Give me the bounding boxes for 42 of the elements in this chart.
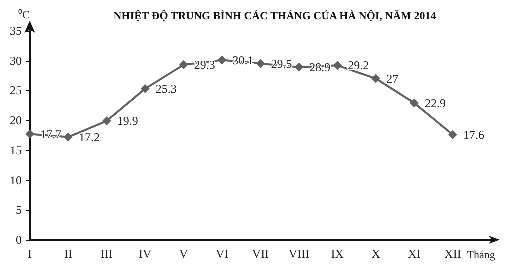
chart-title: NHIỆT ĐỘ TRUNG BÌNH CÁC THÁNG CỦA HÀ NỘI, NĂM 2014 [114,10,437,22]
point [64,132,73,142]
data-label: 17.2 [78,130,100,144]
x-tick-label: IV [139,247,152,261]
point [294,62,304,72]
data-label: 29.2 [348,58,370,73]
y-tick-label: 25 [10,84,22,98]
data-label: 27 [386,72,399,86]
y-tick-label: 30 [10,54,22,68]
x-tick-label: III [100,247,113,261]
point [448,130,458,140]
x-tick-label: VII [252,247,270,261]
point [102,116,112,126]
data-label: 17.6 [464,128,484,142]
y-tick-label: 0 [16,233,22,247]
point [218,56,227,65]
x-tick-label: I [28,247,32,261]
point [140,84,150,94]
x-tick-label: IX [331,247,344,261]
y-tick-label: 10 [10,173,22,188]
point [410,98,420,108]
y-tick-label: 5 [16,203,22,218]
x-tick-label: VIII [288,247,310,261]
x-tick-label: II [64,247,72,261]
y-tick-label: 20 [10,114,22,128]
point [333,61,342,70]
y-tick-label: 35 [10,24,22,38]
x-tick-label: XII [444,247,462,261]
x-axis-title: Tháng [467,250,496,262]
point [256,59,266,68]
data-label: 19.9 [117,114,138,128]
x-tick-label: VI [216,247,229,261]
y-axis-title: ⁰C [18,8,30,22]
x-tick-label: V [179,247,188,261]
data-label: 25.3 [156,82,177,96]
data-label: 22.9 [425,96,446,110]
x-tick-label: X [372,247,381,261]
y-tick-label: 15 [10,143,22,158]
point [372,74,381,84]
point [179,60,188,70]
point [26,130,34,139]
x-tick-label: XI [408,247,421,261]
